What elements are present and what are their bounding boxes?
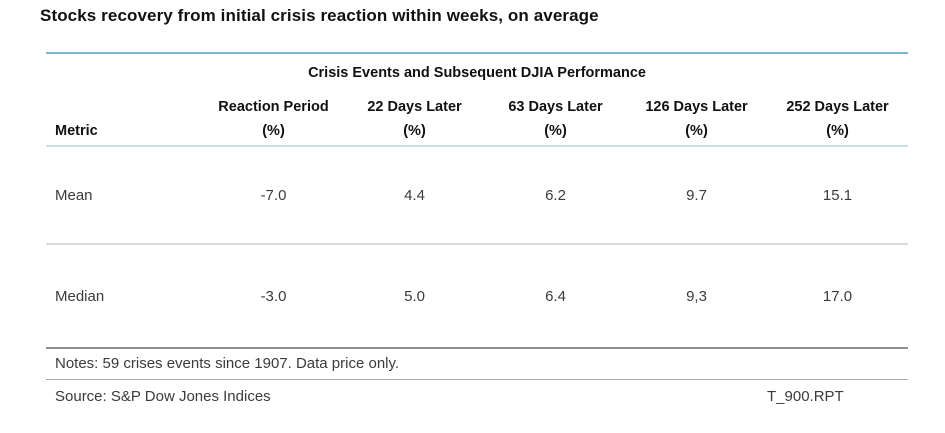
col-header-unit: (%): [262, 123, 285, 139]
value-cell-reaction: -3.0: [260, 287, 287, 305]
table-row-median: Median -3.0 5.0 6.4 9,3 17.0: [46, 244, 909, 348]
source-row: Source: S&P Dow Jones Indices T_900.RPT: [46, 379, 908, 413]
value-cell-22d: 4.4: [404, 186, 425, 204]
table-row-mean: Mean -7.0 4.4 6.2 9.7 15.1: [46, 146, 909, 244]
page-title: Stocks recovery from initial crisis reac…: [40, 6, 599, 25]
value-cell-63d: 6.2: [545, 186, 566, 204]
col-header-126-days: 126 Days Later (%): [626, 87, 767, 146]
col-header-label: 63 Days Later: [508, 99, 603, 115]
notes-text: Notes: 59 crises events since 1907. Data…: [55, 355, 400, 373]
metric-cell: Mean: [55, 186, 93, 204]
col-header-unit: (%): [685, 123, 708, 139]
col-header-label: 126 Days Later: [645, 99, 748, 115]
col-header-unit: (%): [403, 123, 426, 139]
value-cell-126d: 9,3: [686, 287, 707, 305]
value-cell-126d: 9.7: [686, 186, 707, 204]
metric-cell: Median: [55, 287, 105, 305]
table-title-row: Crisis Events and Subsequent DJIA Perfor…: [46, 53, 908, 87]
report-id: T_900.RPT: [767, 387, 844, 405]
col-header-unit: (%): [826, 123, 849, 139]
value-cell-63d: 6.4: [545, 287, 566, 305]
value-cell-22d: 5.0: [404, 287, 425, 305]
col-header-63-days: 63 Days Later (%): [485, 87, 626, 146]
col-header-22-days: 22 Days Later (%): [344, 87, 485, 146]
col-header-label: Reaction Period: [218, 99, 329, 115]
col-header-unit: (%): [544, 123, 567, 139]
value-cell-252d: 17.0: [822, 287, 853, 305]
col-header-label: 22 Days Later: [367, 99, 462, 115]
col-header-reaction-period: Reaction Period (%): [203, 87, 344, 146]
notes-row: Notes: 59 crises events since 1907. Data…: [46, 348, 909, 379]
col-header-metric: Metric: [55, 123, 98, 139]
column-header-row: Metric Reaction Period (%) 22 Days Later…: [46, 87, 909, 146]
table-title: Crisis Events and Subsequent DJIA Perfor…: [308, 64, 646, 81]
value-cell-reaction: -7.0: [260, 186, 287, 204]
source-text: Source: S&P Dow Jones Indices: [55, 387, 271, 405]
crisis-performance-table: Crisis Events and Subsequent DJIA Perfor…: [46, 52, 909, 413]
col-header-252-days: 252 Days Later (%): [767, 87, 908, 146]
value-cell-252d: 15.1: [822, 186, 853, 204]
col-header-label: 252 Days Later: [786, 99, 889, 115]
